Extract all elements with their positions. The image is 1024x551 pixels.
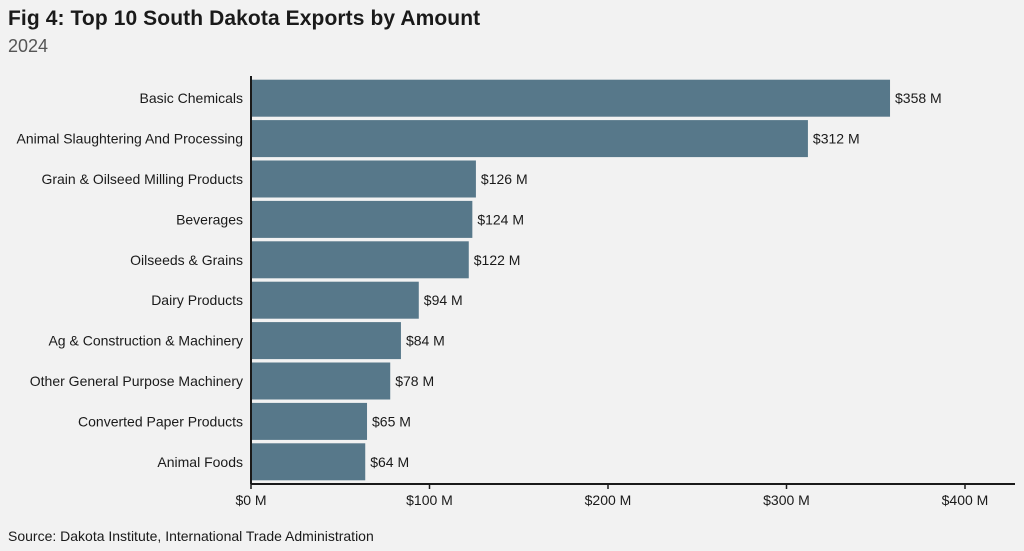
value-label: $65 M (372, 413, 411, 429)
value-label: $312 M (813, 131, 860, 147)
category-label: Animal Foods (157, 454, 243, 470)
category-label: Converted Paper Products (78, 413, 243, 429)
value-label: $126 M (481, 171, 528, 187)
bar (251, 362, 391, 400)
category-label: Animal Slaughtering And Processing (17, 131, 243, 147)
chart-title: Fig 4: Top 10 South Dakota Exports by Am… (8, 7, 481, 30)
category-label: Grain & Oilseed Milling Products (41, 171, 243, 187)
bar (251, 120, 808, 158)
source-note: Source: Dakota Institute, International … (8, 528, 374, 544)
value-label: $94 M (424, 292, 463, 308)
value-labels-group: $358 M $312 M $126 M $124 M $122 M $94 M $84 M… (370, 90, 941, 470)
x-ticks-group: $0 M $100 M $200 M $300 M $400 M (235, 484, 988, 508)
bar (251, 402, 368, 440)
chart-subtitle: 2024 (8, 36, 49, 56)
x-tick-label: $0 M (235, 492, 266, 508)
x-tick-label: $300 M (763, 492, 810, 508)
category-label: Basic Chemicals (140, 90, 243, 106)
bar (251, 160, 476, 198)
category-label: Other General Purpose Machinery (30, 373, 243, 389)
value-label: $78 M (395, 373, 434, 389)
category-label: Ag & Construction & Machinery (48, 333, 243, 349)
bar (251, 79, 891, 117)
bar (251, 281, 419, 319)
bars-group (251, 79, 891, 481)
category-label: Dairy Products (151, 292, 243, 308)
value-label: $358 M (895, 90, 942, 106)
bar (251, 241, 469, 279)
bar (251, 443, 366, 481)
value-label: $122 M (474, 252, 521, 268)
axes-group (250, 76, 1015, 485)
x-tick-label: $100 M (406, 492, 453, 508)
value-label: $84 M (406, 333, 445, 349)
value-label: $64 M (370, 454, 409, 470)
x-tick-label: $400 M (942, 492, 989, 508)
category-label: Oilseeds & Grains (130, 252, 243, 268)
category-labels-group: Basic Chemicals Animal Slaughtering And P… (17, 90, 243, 470)
x-tick-label: $200 M (585, 492, 632, 508)
bar (251, 322, 401, 360)
value-label: $124 M (477, 211, 524, 227)
category-label: Beverages (176, 211, 243, 227)
bar (251, 200, 473, 238)
